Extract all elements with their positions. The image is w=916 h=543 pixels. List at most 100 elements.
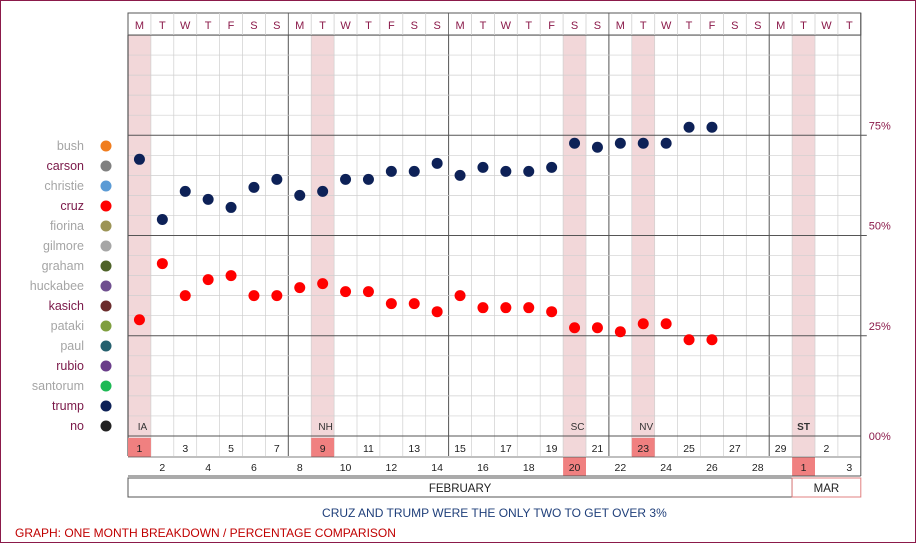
- trump-point: [454, 169, 466, 181]
- date-label: 9: [320, 443, 326, 455]
- legend-marker: [100, 200, 112, 212]
- primary-state-label: ST: [797, 422, 810, 433]
- cruz-point: [523, 302, 535, 314]
- trump-point: [317, 185, 329, 197]
- cruz-point: [408, 298, 420, 310]
- primary-shade: [311, 35, 335, 456]
- cruz-point: [294, 282, 306, 294]
- legend-marker: [100, 140, 112, 152]
- date-label: 3: [846, 462, 852, 474]
- day-of-week-label: S: [571, 20, 578, 32]
- trump-point: [225, 201, 237, 213]
- primary-date-cell: [128, 438, 151, 457]
- trump-point: [156, 213, 168, 225]
- trump-point: [660, 137, 672, 149]
- trump-point: [431, 157, 443, 169]
- date-label: 14: [431, 462, 443, 474]
- trump-point: [500, 165, 512, 177]
- primary-date-cell: [311, 438, 335, 457]
- legend-marker: [100, 220, 112, 232]
- day-of-week-label: F: [709, 20, 716, 32]
- primary-state-label: SC: [571, 422, 585, 433]
- date-label: 2: [824, 443, 830, 455]
- trump-point: [591, 141, 603, 153]
- date-label: 3: [182, 443, 188, 455]
- trump-point: [133, 153, 145, 165]
- date-label: 20: [569, 462, 581, 474]
- date-label: 13: [408, 443, 420, 455]
- day-of-week-label: F: [228, 20, 235, 32]
- trump-point: [248, 181, 260, 193]
- cruz-point: [133, 314, 145, 326]
- cruz-point: [614, 326, 626, 338]
- cruz-point: [660, 318, 672, 330]
- day-of-week-label: S: [411, 20, 418, 32]
- day-of-week-label: F: [388, 20, 395, 32]
- trump-point: [408, 165, 420, 177]
- date-label: 24: [660, 462, 672, 474]
- cruz-point: [477, 302, 489, 314]
- cruz-point: [569, 322, 581, 334]
- trump-point: [706, 121, 718, 133]
- legend-marker: [100, 400, 112, 412]
- day-of-week-label: S: [273, 20, 280, 32]
- cruz-point: [385, 298, 397, 310]
- day-of-week-label: W: [821, 20, 832, 32]
- legend-marker: [100, 380, 112, 392]
- day-of-week-label: S: [594, 20, 601, 32]
- cruz-point: [248, 290, 260, 302]
- legend-label: gilmore: [43, 239, 84, 253]
- day-of-week-label: S: [731, 20, 738, 32]
- day-of-week-label: M: [616, 20, 625, 32]
- day-of-week-label: T: [800, 20, 807, 32]
- footer-title: GRAPH: ONE MONTH BREAKDOWN / PERCENTAGE …: [15, 526, 396, 540]
- date-label: 7: [274, 443, 280, 455]
- day-of-week-label: T: [846, 20, 853, 32]
- day-of-week-label: W: [340, 20, 351, 32]
- trump-point: [294, 189, 306, 201]
- day-of-week-label: M: [295, 20, 304, 32]
- date-label: 1: [801, 462, 807, 474]
- day-of-week-label: T: [640, 20, 647, 32]
- cruz-point: [362, 286, 374, 298]
- day-of-week-label: S: [433, 20, 440, 32]
- primary-date-cell: [631, 438, 655, 457]
- primary-state-label: NH: [318, 422, 332, 433]
- y-tick-label: 75%: [869, 120, 891, 132]
- cruz-point: [454, 290, 466, 302]
- month-label: MAR: [814, 483, 840, 495]
- day-of-week-label: M: [135, 20, 144, 32]
- legend-marker: [100, 300, 112, 312]
- legend-label: christie: [44, 179, 84, 193]
- y-tick-label: 25%: [869, 321, 891, 333]
- trump-point: [179, 185, 191, 197]
- trump-point: [614, 137, 626, 149]
- legend-label: bush: [57, 139, 84, 153]
- annotation-text: CRUZ AND TRUMP WERE THE ONLY TWO TO GET …: [322, 506, 667, 520]
- cruz-point: [500, 302, 512, 314]
- date-label: 25: [683, 443, 695, 455]
- legend-label: paul: [60, 339, 84, 353]
- legend-label: carson: [46, 159, 84, 173]
- trump-point: [477, 161, 489, 173]
- primary-state-label: IA: [138, 422, 148, 433]
- legend-marker: [100, 160, 112, 172]
- day-of-week-label: M: [776, 20, 785, 32]
- day-of-week-label: S: [250, 20, 257, 32]
- day-of-week-label: T: [365, 20, 372, 32]
- date-label: 22: [615, 462, 627, 474]
- legend-label: pataki: [51, 319, 84, 333]
- legend-label: graham: [42, 259, 84, 273]
- legend-label: santorum: [32, 379, 84, 393]
- day-of-week-label: S: [754, 20, 761, 32]
- cruz-point: [546, 306, 558, 318]
- date-label: 23: [637, 443, 649, 455]
- primary-date-cell: [563, 457, 586, 476]
- legend-label: trump: [52, 399, 84, 413]
- date-label: 29: [775, 443, 787, 455]
- cruz-point: [591, 322, 603, 334]
- cruz-point: [683, 334, 695, 346]
- day-of-week-label: T: [159, 20, 166, 32]
- trump-point: [523, 165, 535, 177]
